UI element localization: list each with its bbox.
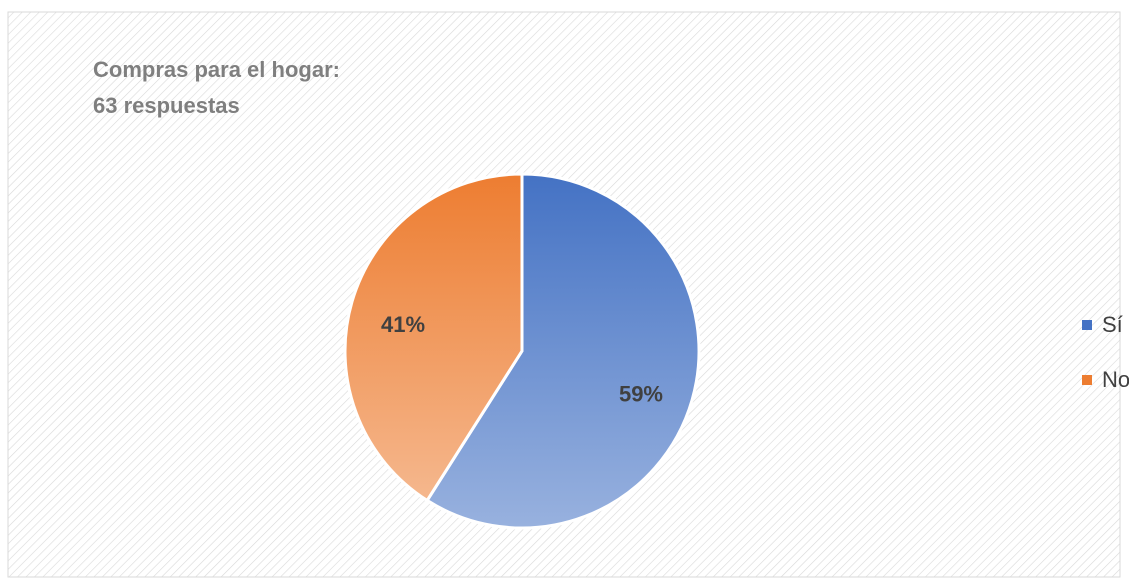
chart-subtitle: 63 respuestas <box>93 93 240 118</box>
pie-slice <box>343 172 524 502</box>
legend-swatch <box>1082 320 1092 330</box>
data-label: 41% <box>381 312 425 337</box>
legend-label: Sí <box>1102 312 1123 337</box>
legend-swatch <box>1082 375 1092 385</box>
data-label: 59% <box>619 381 663 406</box>
pie-slice <box>425 172 701 530</box>
legend-label: No <box>1102 367 1129 392</box>
chart-title: Compras para el hogar: <box>93 57 340 82</box>
